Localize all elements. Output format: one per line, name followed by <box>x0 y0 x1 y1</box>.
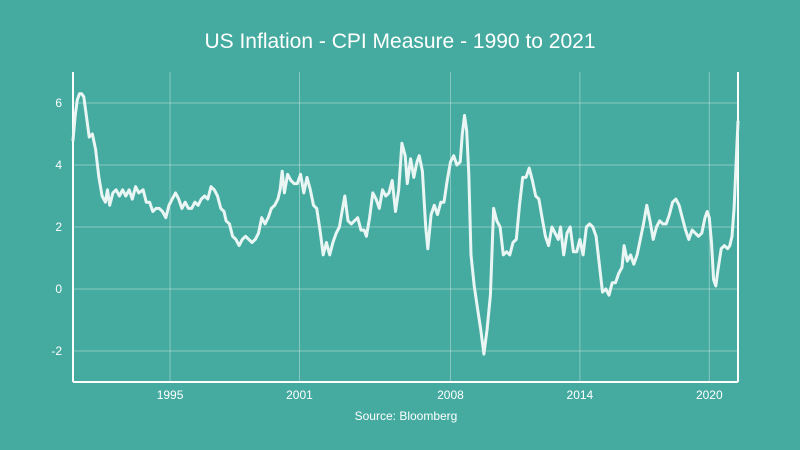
x-tick-label: 2001 <box>286 388 313 402</box>
x-tick-label: 2008 <box>437 388 464 402</box>
series <box>71 92 740 356</box>
x-tick-labels: 1995 2001 2008 2014 2020 <box>157 388 723 402</box>
x-tick-label: 2014 <box>567 388 594 402</box>
x-tick-label: 1995 <box>157 388 184 402</box>
x-tick-label: 2020 <box>696 388 723 402</box>
y-tick-label: -2 <box>51 344 62 358</box>
y-tick-label: 6 <box>55 96 62 110</box>
chart-title: US Inflation - CPI Measure - 1990 to 202… <box>204 30 595 53</box>
series-line <box>71 92 740 356</box>
y-tick-label: 4 <box>55 158 62 172</box>
source-label: Source: Bloomberg <box>355 409 458 423</box>
y-tick-label: 2 <box>55 220 62 234</box>
y-tick-label: 0 <box>55 282 62 296</box>
y-tick-labels: 6 4 2 0 -2 <box>51 96 62 358</box>
